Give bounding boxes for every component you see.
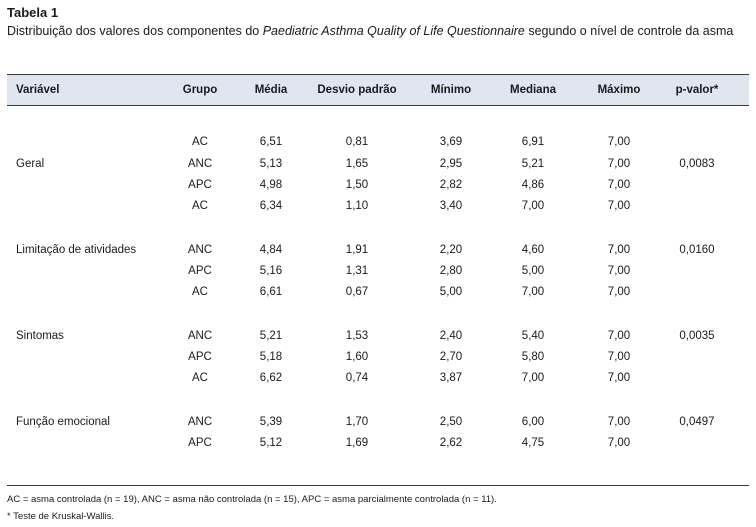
cell-grupo: APC bbox=[188, 437, 212, 449]
header-variavel: Variável bbox=[16, 84, 60, 96]
cell-desvio: 1,70 bbox=[345, 416, 369, 428]
cell-grupo: AC bbox=[192, 372, 208, 384]
cell-maximo: 7,00 bbox=[607, 286, 631, 298]
cell-minimo: 3,40 bbox=[439, 200, 463, 212]
cell-minimo: 2,95 bbox=[439, 158, 463, 170]
cell-maximo: 7,00 bbox=[607, 158, 631, 170]
table-caption: Distribuição dos valores dos componentes… bbox=[7, 23, 752, 40]
cell-desvio: 1,91 bbox=[345, 244, 369, 256]
cell-maximo: 7,00 bbox=[607, 351, 631, 363]
cell-minimo: 2,40 bbox=[439, 330, 463, 342]
cell-media: 6,62 bbox=[259, 372, 283, 384]
pvalue-cell: 0,0083 bbox=[679, 158, 715, 170]
header-minimo: Mínimo bbox=[430, 84, 472, 96]
cell-media: 5,16 bbox=[259, 265, 283, 277]
cell-mediana: 4,86 bbox=[521, 179, 545, 191]
table-header-bar bbox=[7, 74, 749, 106]
cell-desvio: 1,60 bbox=[345, 351, 369, 363]
cell-desvio: 0,67 bbox=[345, 286, 369, 298]
header-grupo: Grupo bbox=[182, 84, 218, 96]
cell-minimo: 5,00 bbox=[439, 286, 463, 298]
variable-label: Geral bbox=[16, 158, 45, 170]
variable-label: Limitação de atividades bbox=[16, 244, 137, 256]
cell-maximo: 7,00 bbox=[607, 372, 631, 384]
cell-mediana: 6,91 bbox=[521, 136, 545, 148]
cell-mediana: 7,00 bbox=[521, 372, 545, 384]
cell-mediana: 6,00 bbox=[521, 416, 545, 428]
header-desvio: Desvio padrão bbox=[317, 84, 397, 96]
pvalue-cell: 0,0497 bbox=[679, 416, 715, 428]
cell-mediana: 5,00 bbox=[521, 265, 545, 277]
footnote-test: * Teste de Kruskal-Wallis. bbox=[7, 511, 115, 522]
header-media: Média bbox=[254, 84, 288, 96]
cell-grupo: ANC bbox=[187, 158, 213, 170]
cell-minimo: 2,82 bbox=[439, 179, 463, 191]
cell-grupo: ANC bbox=[187, 244, 213, 256]
header-maximo: Máximo bbox=[597, 84, 641, 96]
cell-mediana: 7,00 bbox=[521, 200, 545, 212]
cell-media: 4,98 bbox=[259, 179, 283, 191]
cell-media: 5,12 bbox=[259, 437, 283, 449]
cell-maximo: 7,00 bbox=[607, 200, 631, 212]
cell-grupo: ANC bbox=[187, 330, 213, 342]
table-title: Tabela 1 bbox=[7, 5, 59, 20]
cell-maximo: 7,00 bbox=[607, 244, 631, 256]
cell-grupo: APC bbox=[188, 265, 212, 277]
cell-media: 5,21 bbox=[259, 330, 283, 342]
cell-mediana: 5,80 bbox=[521, 351, 545, 363]
cell-maximo: 7,00 bbox=[607, 437, 631, 449]
cell-minimo: 2,70 bbox=[439, 351, 463, 363]
cell-desvio: 1,69 bbox=[345, 437, 369, 449]
cell-media: 6,34 bbox=[259, 200, 283, 212]
cell-desvio: 1,31 bbox=[345, 265, 369, 277]
pvalue-cell: 0,0035 bbox=[679, 330, 715, 342]
cell-minimo: 2,20 bbox=[439, 244, 463, 256]
cell-maximo: 7,00 bbox=[607, 136, 631, 148]
variable-label: Sintomas bbox=[16, 330, 64, 342]
header-pvalor: p-valor* bbox=[675, 84, 719, 96]
cell-grupo: AC bbox=[192, 286, 208, 298]
cell-minimo: 2,62 bbox=[439, 437, 463, 449]
cell-maximo: 7,00 bbox=[607, 179, 631, 191]
pvalue-cell: 0,0160 bbox=[679, 244, 715, 256]
cell-mediana: 7,00 bbox=[521, 286, 545, 298]
cell-media: 5,39 bbox=[259, 416, 283, 428]
cell-minimo: 3,87 bbox=[439, 372, 463, 384]
cell-grupo: APC bbox=[188, 179, 212, 191]
cell-grupo: ANC bbox=[187, 416, 213, 428]
cell-media: 6,61 bbox=[259, 286, 283, 298]
cell-desvio: 1,53 bbox=[345, 330, 369, 342]
footnote-abbreviations: AC = asma controlada (n = 19), ANC = asm… bbox=[7, 494, 497, 505]
caption-text-1: Distribuição dos valores dos componentes… bbox=[7, 24, 263, 38]
cell-minimo: 3,69 bbox=[439, 136, 463, 148]
cell-mediana: 5,40 bbox=[521, 330, 545, 342]
cell-media: 4,84 bbox=[259, 244, 283, 256]
cell-grupo: APC bbox=[188, 351, 212, 363]
cell-grupo: AC bbox=[192, 200, 208, 212]
footer-rule bbox=[7, 485, 749, 486]
cell-desvio: 1,10 bbox=[345, 200, 369, 212]
cell-minimo: 2,50 bbox=[439, 416, 463, 428]
caption-text-2: segundo o nível de controle da asma bbox=[524, 24, 734, 38]
cell-mediana: 5,21 bbox=[521, 158, 545, 170]
caption-questionnaire-name: Paediatric Asthma Quality of Life Questi… bbox=[262, 24, 525, 38]
cell-desvio: 1,50 bbox=[345, 179, 369, 191]
cell-desvio: 0,74 bbox=[345, 372, 369, 384]
cell-desvio: 1,65 bbox=[345, 158, 369, 170]
cell-media: 5,18 bbox=[259, 351, 283, 363]
cell-desvio: 0,81 bbox=[345, 136, 369, 148]
cell-mediana: 4,60 bbox=[521, 244, 545, 256]
cell-media: 5,13 bbox=[259, 158, 283, 170]
variable-label: Função emocional bbox=[16, 416, 110, 428]
cell-grupo: AC bbox=[192, 136, 208, 148]
header-mediana: Mediana bbox=[509, 84, 557, 96]
cell-mediana: 4,75 bbox=[521, 437, 545, 449]
cell-minimo: 2,80 bbox=[439, 265, 463, 277]
cell-maximo: 7,00 bbox=[607, 330, 631, 342]
cell-media: 6,51 bbox=[259, 136, 283, 148]
cell-maximo: 7,00 bbox=[607, 416, 631, 428]
cell-maximo: 7,00 bbox=[607, 265, 631, 277]
